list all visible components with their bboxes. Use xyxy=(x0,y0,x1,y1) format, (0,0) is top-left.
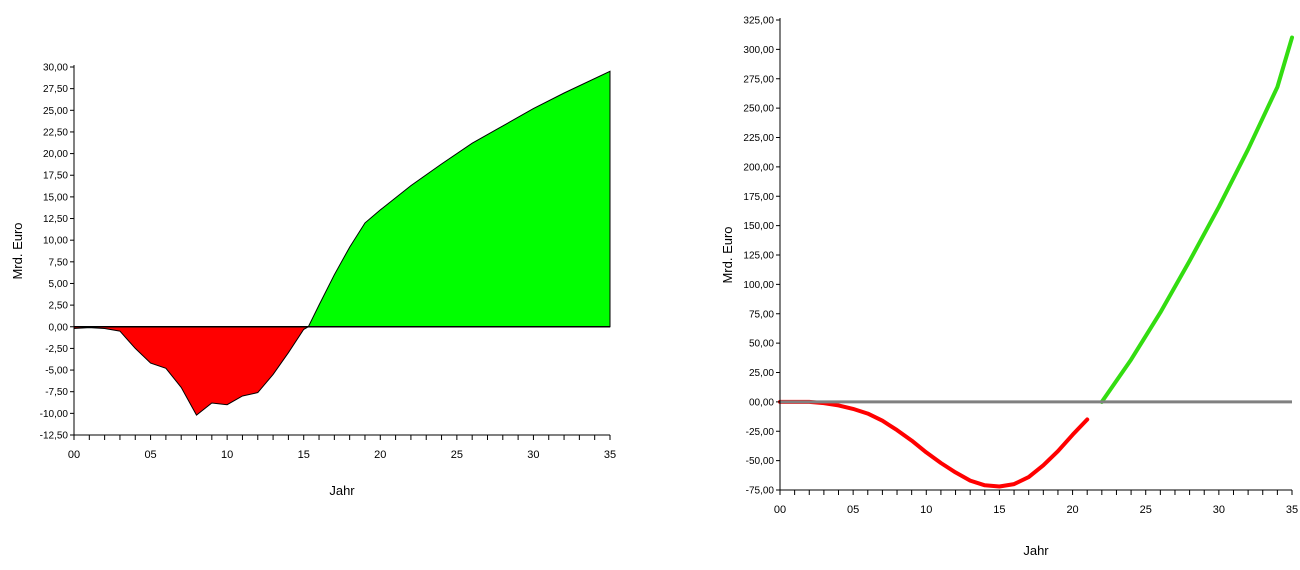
left-chart-x-tick-label: 15 xyxy=(298,449,310,461)
left-chart-y-tick-label: 2,50 xyxy=(49,301,69,312)
right-chart-y-axis-title: Mrd. Euro xyxy=(720,226,735,283)
right-chart-series-1-line xyxy=(1099,35,1294,404)
right-chart-y-tick-label: -50,00 xyxy=(746,456,775,467)
left-chart-y-tick-label: -7,50 xyxy=(45,387,68,398)
left-chart-y-tick-label: 5,00 xyxy=(49,279,69,290)
right-chart-x-tick-label: 05 xyxy=(847,504,859,516)
chart-right: -75,00 -50,00 -25,00 00,00 25,00 50,00 75,00 10… xyxy=(700,0,1300,565)
chart-right-svg: -75,00 -50,00 -25,00 00,00 25,00 50,00 75,00 10… xyxy=(720,16,1298,559)
left-chart-y-tick-label: 22,50 xyxy=(43,127,68,138)
left-chart-x-tick-label: 20 xyxy=(374,449,386,461)
left-chart-x-axis-title: Jahr xyxy=(329,483,355,498)
right-chart-series-0-line xyxy=(778,399,1090,489)
right-chart-x-tick-label: 30 xyxy=(1213,504,1225,516)
left-chart-y-tick-label: 15,00 xyxy=(43,192,68,203)
left-chart-x-tick-label: 10 xyxy=(221,449,233,461)
right-chart-y-tick-label: -75,00 xyxy=(746,486,775,497)
left-chart-y-tick-label: 27,50 xyxy=(43,84,68,95)
right-chart-y-tick-label: 75,00 xyxy=(749,309,774,320)
left-chart-x-tick-label: 30 xyxy=(527,449,539,461)
right-chart-y-tick-label: 25,00 xyxy=(749,368,774,379)
left-chart-x-tick-label: 35 xyxy=(604,449,616,461)
left-chart-series-1-area xyxy=(307,70,611,328)
right-chart-x-axis-title: Jahr xyxy=(1023,543,1049,558)
right-chart-y-tick-label: 100,00 xyxy=(743,280,774,291)
left-chart-y-tick-label: 20,00 xyxy=(43,149,68,160)
right-chart-y-tick-label: 00,00 xyxy=(749,397,774,408)
left-chart-y-tick-label: 17,50 xyxy=(43,171,68,182)
left-chart-y-tick-label: 12,50 xyxy=(43,214,68,225)
right-chart-y-tick-label: 250,00 xyxy=(743,104,774,115)
left-chart-y-tick-label: 25,00 xyxy=(43,106,68,117)
left-chart-y-axis-title: Mrd. Euro xyxy=(10,222,25,279)
chart-left-svg: -12,50 -10,00 -7,50 -5,00 -2,50 0,00 2,50 5,00 7… xyxy=(10,63,616,499)
left-chart-y-tick-label: -5,00 xyxy=(45,366,68,377)
left-chart-x-tick-label: 00 xyxy=(68,449,80,461)
right-chart-y-tick-label: 175,00 xyxy=(743,192,774,203)
left-chart-y-tick-label: -2,50 xyxy=(45,344,68,355)
right-chart-y-tick-label: -25,00 xyxy=(746,427,775,438)
right-chart-x-tick-label: 35 xyxy=(1286,504,1298,516)
left-chart-series-0-area xyxy=(73,326,311,416)
left-chart-x-tick-label: 05 xyxy=(144,449,156,461)
chart-left: -12,50 -10,00 -7,50 -5,00 -2,50 0,00 2,50 5,00 7… xyxy=(0,0,650,565)
right-chart-y-tick-label: 125,00 xyxy=(743,251,774,262)
right-chart-x-tick-label: 15 xyxy=(993,504,1005,516)
right-chart-y-tick-label: 200,00 xyxy=(743,162,774,173)
right-chart-x-tick-label: 10 xyxy=(920,504,932,516)
right-chart-y-tick-label: 225,00 xyxy=(743,133,774,144)
right-chart-x-tick-label: 20 xyxy=(1066,504,1078,516)
right-chart-y-tick-label: 275,00 xyxy=(743,74,774,85)
right-chart-y-tick-label: 325,00 xyxy=(743,16,774,27)
left-chart-y-tick-label: -12,50 xyxy=(40,431,69,442)
right-chart-y-tick-label: 300,00 xyxy=(743,45,774,56)
left-chart-y-tick-label: 0,00 xyxy=(49,322,69,333)
left-chart-y-tick-label: 10,00 xyxy=(43,236,68,247)
left-chart-y-tick-label: 30,00 xyxy=(43,63,68,74)
right-chart-y-tick-label: 50,00 xyxy=(749,339,774,350)
left-chart-y-tick-label: -10,00 xyxy=(40,409,69,420)
left-chart-y-tick-label: 7,50 xyxy=(49,257,69,268)
right-chart-x-tick-label: 00 xyxy=(774,504,786,516)
right-chart-y-tick-label: 150,00 xyxy=(743,221,774,232)
left-chart-x-tick-label: 25 xyxy=(451,449,463,461)
right-chart-x-tick-label: 25 xyxy=(1140,504,1152,516)
